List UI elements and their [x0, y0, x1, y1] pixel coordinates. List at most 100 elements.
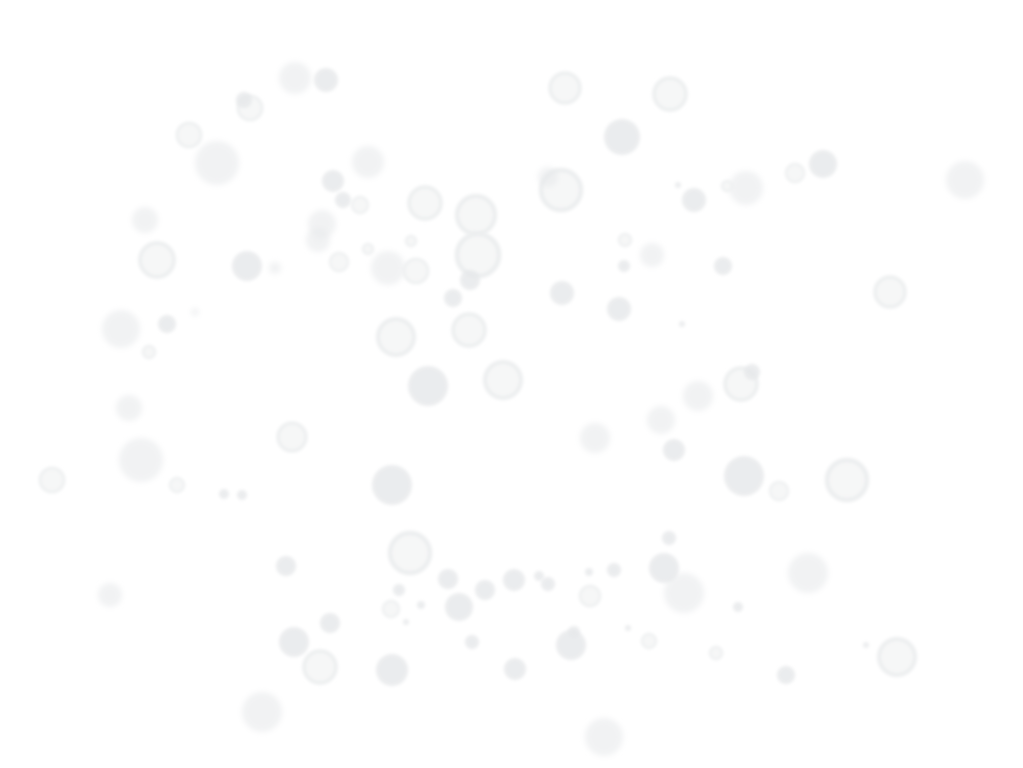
bokeh-circle: [618, 260, 630, 272]
bokeh-circle: [279, 627, 309, 657]
bokeh-circle: [647, 406, 675, 434]
bokeh-circle: [116, 395, 142, 421]
bokeh-circle: [302, 649, 338, 685]
bokeh-circle: [641, 633, 657, 649]
bokeh-circle: [276, 556, 296, 576]
bokeh-circle: [504, 658, 526, 680]
bokeh-circle: [824, 457, 870, 503]
bokeh-circle: [376, 317, 416, 357]
bokeh-circle: [585, 718, 623, 756]
bokeh-circle: [387, 530, 433, 576]
bokeh-circle: [454, 193, 498, 237]
bokeh-circle: [585, 568, 593, 576]
bokeh-circle: [351, 196, 369, 214]
bokeh-circle: [119, 438, 163, 482]
bokeh-circle: [777, 666, 795, 684]
bokeh-circle: [679, 321, 685, 327]
bokeh-circle: [242, 692, 282, 732]
bokeh-circle: [538, 167, 558, 187]
bokeh-circle: [438, 569, 458, 589]
bokeh-circle: [405, 235, 417, 247]
bokeh-circle: [269, 262, 281, 274]
bokeh-circle: [946, 161, 984, 199]
bokeh-circle: [541, 577, 555, 591]
bokeh-circle: [785, 163, 805, 183]
bokeh-circle: [675, 182, 681, 188]
bokeh-circle: [714, 257, 732, 275]
bokeh-circle: [158, 315, 176, 333]
bokeh-circle: [788, 553, 828, 593]
bokeh-circle: [475, 580, 495, 600]
bokeh-circle: [402, 257, 430, 285]
bokeh-circle: [393, 584, 405, 596]
bokeh-circle: [580, 423, 610, 453]
bokeh-circle: [454, 231, 502, 279]
bokeh-circle: [407, 185, 443, 221]
bokeh-circle: [534, 571, 544, 581]
bokeh-circle: [38, 466, 66, 494]
bokeh-circle: [362, 243, 374, 255]
bokeh-circle: [649, 553, 679, 583]
bokeh-circle: [408, 366, 448, 406]
bokeh-circle: [232, 251, 262, 281]
bokeh-circle: [138, 241, 176, 279]
bokeh-circle: [175, 121, 203, 149]
bokeh-circle: [729, 171, 763, 205]
bokeh-circle: [863, 642, 869, 648]
bokeh-circle: [744, 364, 760, 380]
bokeh-circle: [276, 421, 308, 453]
bokeh-circle: [640, 243, 664, 267]
bokeh-circle: [320, 613, 340, 633]
bokeh-circle: [724, 456, 764, 496]
bokeh-circle: [604, 119, 640, 155]
bokeh-circle: [335, 192, 351, 208]
bokeh-circle: [682, 188, 706, 212]
bokeh-circle: [169, 477, 185, 493]
bokeh-circle: [382, 600, 400, 618]
bokeh-circle: [451, 312, 487, 348]
bokeh-circle: [322, 170, 344, 192]
bokeh-layer: [38, 62, 984, 756]
bokeh-circle: [460, 270, 480, 290]
bokeh-circle: [279, 62, 311, 94]
bokeh-circle: [664, 573, 704, 613]
bokeh-circle: [219, 489, 229, 499]
bokeh-circle: [662, 531, 676, 545]
bokeh-circle: [709, 646, 723, 660]
bokeh-circle: [548, 71, 582, 105]
bokeh-circle: [568, 626, 580, 638]
bokeh-circle: [102, 310, 140, 348]
bokeh-circle: [329, 252, 349, 272]
bokeh-circle: [132, 207, 158, 233]
bokeh-circle: [683, 381, 713, 411]
bokeh-circle: [314, 68, 338, 92]
bokeh-circle: [877, 637, 917, 677]
bokeh-circle: [191, 308, 199, 316]
bokeh-circle: [445, 593, 473, 621]
bokeh-circle: [721, 180, 733, 192]
bokeh-circle: [556, 630, 586, 660]
bokeh-circle: [483, 360, 523, 400]
bokeh-circle: [607, 297, 631, 321]
bokeh-circle: [371, 251, 405, 285]
bokeh-circle: [236, 92, 252, 108]
bokeh-circle: [618, 233, 632, 247]
bokeh-circle: [809, 150, 837, 178]
bokeh-circle: [625, 625, 631, 631]
bokeh-circle: [503, 569, 525, 591]
bokeh-circle: [403, 619, 409, 625]
bokeh-circle: [417, 601, 425, 609]
bokeh-circle: [550, 281, 574, 305]
bokeh-circle: [372, 465, 412, 505]
bokeh-circle: [444, 289, 462, 307]
bokeh-circle: [195, 141, 239, 185]
bokeh-circle: [769, 481, 789, 501]
bokeh-circle: [142, 345, 156, 359]
bokeh-circle: [98, 583, 122, 607]
bokeh-circle: [652, 76, 688, 112]
bokeh-circle: [465, 635, 479, 649]
bokeh-circle: [237, 490, 247, 500]
bokeh-circle: [873, 275, 907, 309]
